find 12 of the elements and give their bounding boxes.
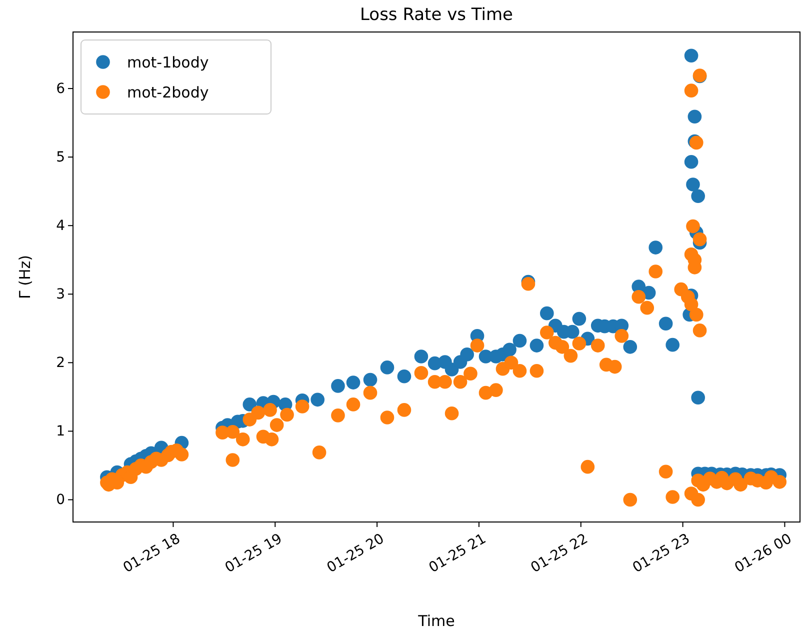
y-tick-label: 3 [56, 286, 65, 303]
y-tick-label: 2 [56, 355, 65, 372]
y-tick-label: 5 [56, 150, 65, 166]
x-axis-title: Time [417, 612, 455, 630]
legend-label: mot-2body [127, 83, 209, 102]
y-tick-label: 0 [56, 492, 65, 508]
y-tick-label: 4 [56, 218, 66, 234]
y-tick-label: 1 [56, 424, 65, 440]
y-tick-label: 6 [56, 81, 66, 98]
legend-label: mot-1body [127, 53, 209, 72]
chart-title: Loss Rate vs Time [360, 5, 513, 25]
y-axis-title: Γ (Hz) [16, 255, 34, 299]
